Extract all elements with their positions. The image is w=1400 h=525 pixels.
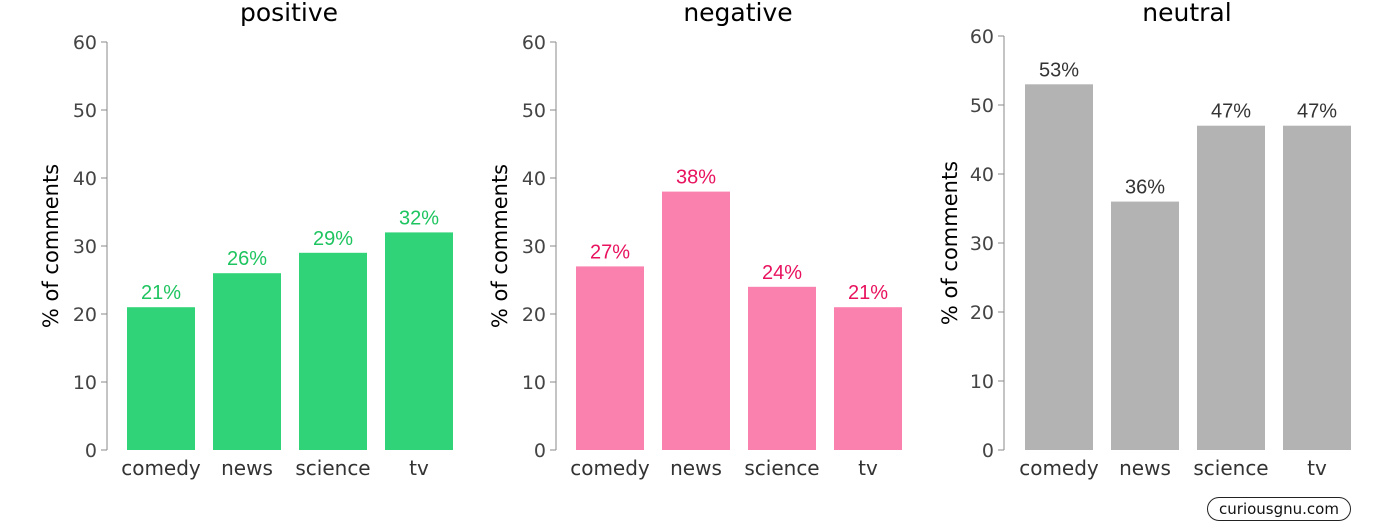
chart-title-positive: positive <box>240 0 338 27</box>
chart-title-negative: negative <box>683 0 792 27</box>
bar-neutral-news <box>1111 201 1179 450</box>
y-tick-label-neutral-60: 60 <box>970 26 994 48</box>
bar-neutral-tv <box>1283 125 1351 450</box>
bar-positive-tv <box>385 232 453 450</box>
bar-neutral-comedy <box>1025 84 1093 451</box>
x-tick-label-negative-news: news <box>670 456 722 480</box>
bar-neutral-science <box>1197 125 1265 450</box>
data-label-negative-science: 24% <box>762 262 802 284</box>
x-tick-label-neutral-news: news <box>1119 456 1171 480</box>
data-label-neutral-science: 47% <box>1211 101 1251 123</box>
bar-positive-comedy <box>127 307 195 450</box>
y-tick-label-negative-60: 60 <box>522 32 546 54</box>
y-tick-label-negative-50: 50 <box>522 100 546 122</box>
bar-negative-news <box>662 191 730 450</box>
x-tick-label-negative-science: science <box>744 456 819 480</box>
data-label-neutral-tv: 47% <box>1297 101 1337 123</box>
y-axis-label-positive: % of comments <box>39 164 63 328</box>
data-label-positive-science: 29% <box>313 228 353 250</box>
x-tick-label-positive-science: science <box>295 456 370 480</box>
y-tick-label-neutral-10: 10 <box>970 371 994 393</box>
bar-negative-comedy <box>576 266 644 450</box>
y-tick-label-negative-10: 10 <box>522 372 546 394</box>
y-tick-label-positive-10: 10 <box>73 372 97 394</box>
y-tick-label-negative-40: 40 <box>522 168 546 190</box>
data-label-neutral-news: 36% <box>1125 177 1165 199</box>
y-tick-label-positive-60: 60 <box>73 32 97 54</box>
y-tick-label-positive-40: 40 <box>73 168 97 190</box>
y-tick-label-positive-50: 50 <box>73 100 97 122</box>
x-tick-label-neutral-tv: tv <box>1307 456 1327 480</box>
y-axis-label-neutral: % of comments <box>938 161 962 325</box>
data-label-positive-news: 26% <box>227 248 267 270</box>
bar-positive-science <box>299 252 367 450</box>
x-tick-label-positive-news: news <box>221 456 273 480</box>
chart-title-neutral: neutral <box>1142 0 1231 27</box>
y-tick-label-positive-0: 0 <box>85 440 97 462</box>
watermark-badge: curiousgnu.com <box>1207 497 1351 521</box>
y-tick-label-neutral-50: 50 <box>970 95 994 117</box>
y-tick-label-neutral-0: 0 <box>982 440 994 462</box>
y-tick-label-neutral-20: 20 <box>970 302 994 324</box>
x-tick-label-neutral-science: science <box>1193 456 1268 480</box>
bar-negative-science <box>748 286 816 450</box>
y-tick-label-negative-0: 0 <box>534 440 546 462</box>
x-tick-label-negative-tv: tv <box>858 456 878 480</box>
y-tick-label-neutral-30: 30 <box>970 233 994 255</box>
data-label-negative-tv: 21% <box>848 282 888 304</box>
bar-negative-tv <box>834 307 902 450</box>
y-tick-label-negative-20: 20 <box>522 304 546 326</box>
y-axis-label-negative: % of comments <box>488 164 512 328</box>
y-tick-label-negative-30: 30 <box>522 236 546 258</box>
x-tick-label-neutral-comedy: comedy <box>1019 456 1099 480</box>
data-label-negative-news: 38% <box>676 167 716 189</box>
y-tick-label-neutral-40: 40 <box>970 164 994 186</box>
data-label-positive-tv: 32% <box>399 207 439 229</box>
y-tick-label-positive-30: 30 <box>73 236 97 258</box>
data-label-negative-comedy: 27% <box>590 241 630 263</box>
data-label-neutral-comedy: 53% <box>1039 59 1079 81</box>
x-tick-label-positive-comedy: comedy <box>121 456 201 480</box>
y-tick-label-positive-20: 20 <box>73 304 97 326</box>
data-label-positive-comedy: 21% <box>141 282 181 304</box>
x-tick-label-negative-comedy: comedy <box>570 456 650 480</box>
x-tick-label-positive-tv: tv <box>409 456 429 480</box>
bar-positive-news <box>213 273 281 450</box>
